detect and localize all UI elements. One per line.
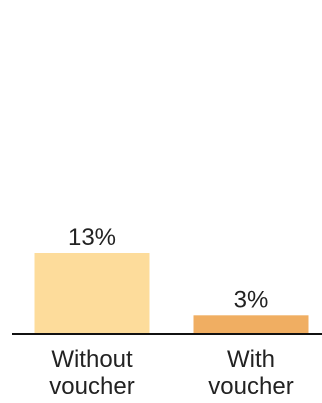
value-label-0: 13% — [68, 224, 116, 251]
category-label-1-line-1: voucher — [208, 373, 293, 398]
category-label-0-line-1: voucher — [49, 373, 134, 398]
bar-1 — [193, 315, 309, 334]
category-label-1-line-0: With — [227, 346, 275, 373]
bar-0 — [34, 253, 150, 334]
bars-group — [34, 253, 309, 334]
category-label-0-line-0: Without — [51, 346, 133, 373]
value-label-1: 3% — [234, 286, 269, 313]
